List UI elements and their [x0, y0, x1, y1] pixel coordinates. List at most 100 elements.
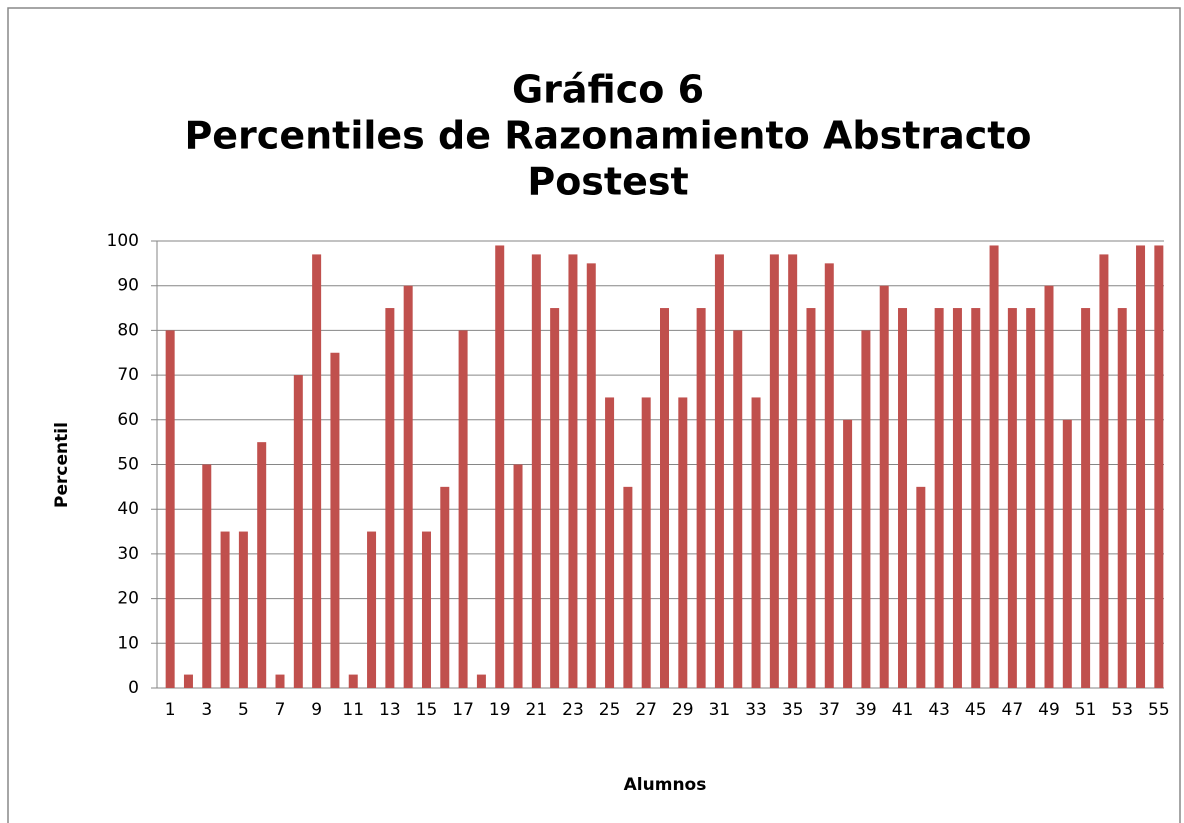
- bar: [989, 245, 999, 688]
- bar: [1007, 308, 1017, 688]
- bar: [824, 263, 834, 688]
- y-tick-label: 20: [117, 589, 139, 609]
- bar: [605, 397, 615, 688]
- bar: [586, 263, 596, 688]
- bar: [733, 330, 743, 688]
- bar: [769, 254, 779, 688]
- x-tick-label: 39: [855, 700, 877, 720]
- bar: [898, 308, 908, 688]
- x-tick-label: 3: [201, 700, 212, 720]
- bar: [696, 308, 706, 688]
- y-tick-label: 80: [117, 320, 139, 340]
- bar: [513, 464, 523, 688]
- bar: [476, 674, 486, 688]
- y-tick-label: 70: [117, 365, 139, 385]
- chart-frame: [7, 7, 1181, 823]
- x-tick-label: 5: [238, 700, 249, 720]
- x-axis-title: Alumnos: [624, 775, 707, 795]
- bar: [660, 308, 669, 688]
- y-axis-title: Percentil: [52, 422, 72, 508]
- bar: [934, 308, 944, 688]
- bar: [1099, 254, 1109, 688]
- bar: [348, 674, 358, 688]
- x-tick-label: 53: [1111, 700, 1133, 720]
- x-tick-label: 27: [635, 700, 657, 720]
- bar: [257, 442, 267, 688]
- y-tick-label: 10: [117, 633, 139, 653]
- x-tick-label: 17: [452, 700, 474, 720]
- y-tick-label: 40: [117, 499, 139, 519]
- bar: [312, 254, 322, 688]
- x-tick-label: 45: [965, 700, 987, 720]
- bar: [495, 245, 505, 688]
- x-tick-label: 23: [562, 700, 584, 720]
- bar: [421, 531, 431, 688]
- y-tick-label: 0: [128, 678, 139, 698]
- bar: [1081, 308, 1091, 688]
- bar: [531, 254, 541, 688]
- bar: [641, 397, 651, 688]
- x-tick-label: 21: [526, 700, 548, 720]
- bar: [714, 254, 724, 688]
- bar: [843, 419, 853, 688]
- bar: [861, 330, 871, 688]
- x-tick-label: 33: [745, 700, 767, 720]
- bar: [1026, 308, 1036, 688]
- bar: [678, 397, 688, 688]
- x-tick-label: 35: [782, 700, 804, 720]
- bar: [275, 674, 285, 688]
- x-tick-label: 15: [416, 700, 438, 720]
- x-tick-label: 55: [1148, 700, 1170, 720]
- x-tick-label: 1: [165, 700, 176, 720]
- x-tick-label: 41: [892, 700, 914, 720]
- x-tick-label: 19: [489, 700, 511, 720]
- x-tick-label: 7: [275, 700, 286, 720]
- bar: [403, 285, 413, 688]
- bar: [623, 486, 633, 688]
- y-tick-label: 90: [117, 276, 139, 296]
- bar: [1154, 245, 1164, 688]
- x-tick-label: 13: [379, 700, 401, 720]
- bar: [458, 330, 468, 688]
- x-tick-label: 37: [818, 700, 840, 720]
- bar: [202, 464, 212, 688]
- bar: [971, 308, 981, 688]
- bar: [788, 254, 798, 688]
- y-tick-label: 50: [117, 455, 139, 475]
- bar: [952, 308, 962, 688]
- bar: [568, 254, 578, 688]
- bar: [238, 531, 248, 688]
- bar: [165, 330, 175, 688]
- x-tick-label: 29: [672, 700, 694, 720]
- chart-title: Gráfico 6: [512, 68, 704, 112]
- bar: [1136, 245, 1146, 688]
- bar: [220, 531, 230, 688]
- bar: [806, 308, 816, 688]
- x-tick-label: 9: [311, 700, 322, 720]
- chart-title: Postest: [527, 160, 688, 204]
- bar: [1062, 419, 1072, 688]
- x-tick-label: 49: [1038, 700, 1060, 720]
- bar: [183, 674, 193, 688]
- bar: [330, 352, 340, 688]
- bar: [293, 375, 303, 688]
- x-tick-label: 31: [709, 700, 731, 720]
- bar: [385, 308, 395, 688]
- bar: [1117, 308, 1127, 688]
- bar: [367, 531, 377, 688]
- x-tick-label: 47: [1002, 700, 1024, 720]
- x-tick-label: 51: [1075, 700, 1097, 720]
- x-tick-label: 25: [599, 700, 621, 720]
- y-tick-label: 100: [107, 231, 139, 251]
- x-tick-label: 43: [928, 700, 950, 720]
- bar: [916, 486, 926, 688]
- x-tick-label: 11: [342, 700, 364, 720]
- bar: [879, 285, 889, 688]
- bar: [751, 397, 761, 688]
- bar: [1044, 285, 1054, 688]
- bar: [440, 486, 450, 688]
- bar: [550, 308, 560, 688]
- y-tick-label: 60: [117, 410, 139, 430]
- chart-title: Percentiles de Razonamiento Abstracto: [184, 114, 1031, 158]
